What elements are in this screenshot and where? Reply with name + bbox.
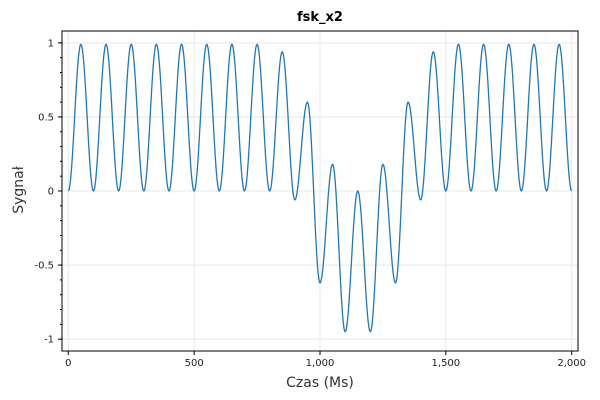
x-tick-label: 0 <box>65 358 71 369</box>
series-line-fsk-x2 <box>67 43 573 333</box>
y-tick-label: 0.5 <box>38 112 54 123</box>
x-axis-title: Czas (Ms) <box>286 375 354 391</box>
y-tick-label: 0 <box>48 187 54 198</box>
x-tick-label: 1,000 <box>306 358 335 369</box>
x-tick-label: 1,500 <box>432 358 461 369</box>
x-axis-ticks: 0 500 1,000 1,500 2,000 <box>65 351 586 369</box>
y-tick-label: -1 <box>44 335 54 346</box>
y-tick-label: 1 <box>48 38 54 49</box>
x-tick-label: 2,000 <box>557 358 586 369</box>
x-tick-label: 500 <box>185 358 204 369</box>
y-axis-ticks: -1 -0.5 0 0.5 1 <box>34 38 62 346</box>
chart-title: fsk_x2 <box>297 10 343 25</box>
y-tick-label: -0.5 <box>34 261 54 272</box>
y-axis-title: Sygnał <box>11 166 27 214</box>
